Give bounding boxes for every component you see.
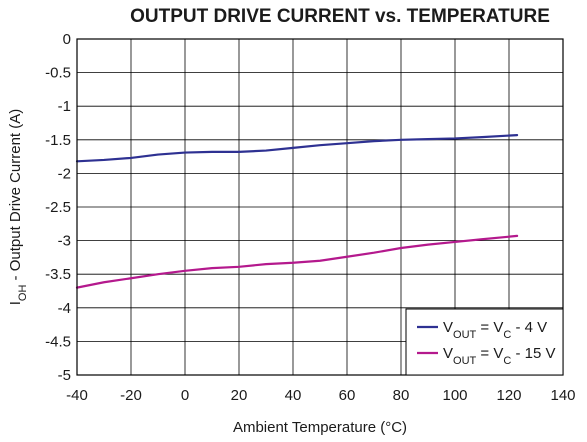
- plot-frame: [76, 38, 564, 376]
- y-axis-label: IOH - Output Drive Current (A): [7, 109, 29, 306]
- legend-2-eq: =: [476, 345, 493, 362]
- x-tick-label: 40: [285, 387, 302, 404]
- x-tick-label: 120: [496, 387, 521, 404]
- y-tick-label: -1: [58, 98, 71, 115]
- x-tick-label: 100: [442, 387, 467, 404]
- y-tick-label: -2: [58, 165, 71, 182]
- legend-1-tail: - 4 V: [511, 319, 547, 336]
- y-tick-label: -4: [58, 300, 71, 317]
- x-axis-ticks: -40 -20 0 20 40 60 80 100 120 140: [66, 387, 575, 404]
- series-line-1: [75, 134, 519, 163]
- legend-2-tail: - 15 V: [511, 345, 555, 362]
- y-tick-label: -4.5: [45, 333, 71, 350]
- legend-1-v2: V: [493, 319, 503, 336]
- legend-1-eq: =: [476, 319, 493, 336]
- legend-2-sub2: C: [503, 355, 511, 367]
- x-tick-label: 0: [181, 387, 189, 404]
- y-axis-label-suffix: - Output Drive Current (A): [7, 109, 24, 285]
- series-line-2: [75, 234, 519, 289]
- x-tick-label: 80: [393, 387, 410, 404]
- y-tick-label: -3: [58, 233, 71, 250]
- y-axis-ticks: 0 -0.5 -1 -1.5 -2 -2.5 -3 -3.5 -4 -4.5 -5: [45, 31, 71, 384]
- y-axis-label-prefix: I: [7, 301, 24, 305]
- x-tick-label: 20: [231, 387, 248, 404]
- y-tick-label: -3.5: [45, 266, 71, 283]
- legend-2-v1: V: [443, 345, 453, 362]
- legend-label-series-2: VOUT = VC - 15 V: [443, 345, 556, 367]
- x-tick-label: -20: [120, 387, 142, 404]
- legend: VOUT = VC - 4 V VOUT = VC - 15 V: [405, 308, 564, 376]
- y-tick-label: -0.5: [45, 65, 71, 82]
- y-tick-label: 0: [63, 31, 71, 48]
- y-axis-label-sub: OH: [17, 285, 29, 302]
- legend-1-v1: V: [443, 319, 453, 336]
- y-tick-label: -1.5: [45, 132, 71, 149]
- legend-1-sub2: C: [503, 329, 511, 341]
- y-tick-label: -2.5: [45, 199, 71, 216]
- x-tick-label: 140: [550, 387, 575, 404]
- legend-2-v2: V: [493, 345, 503, 362]
- y-tick-label: -5: [58, 367, 71, 384]
- x-tick-label: -40: [66, 387, 88, 404]
- x-axis-label: Ambient Temperature (°C): [233, 419, 407, 436]
- legend-1-sub1: OUT: [453, 329, 477, 341]
- legend-label-series-1: VOUT = VC - 4 V: [443, 319, 547, 341]
- legend-box: [405, 308, 564, 376]
- series-lines: [75, 134, 519, 289]
- x-tick-label: 60: [339, 387, 356, 404]
- legend-2-sub1: OUT: [453, 355, 477, 367]
- chart-title: OUTPUT DRIVE CURRENT vs. TEMPERATURE: [130, 6, 550, 27]
